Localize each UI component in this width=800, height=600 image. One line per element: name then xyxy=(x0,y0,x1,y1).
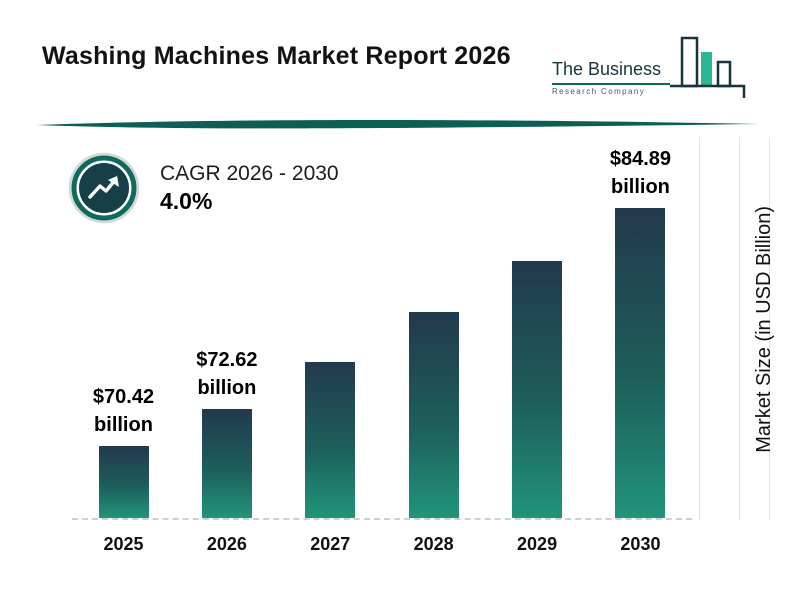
logo-text: The Business Research Company xyxy=(552,59,670,104)
bar-column-2029 xyxy=(486,138,589,518)
logo-underline xyxy=(552,83,670,85)
bar-2025 xyxy=(98,446,149,518)
logo-subname: Research Company xyxy=(552,87,646,96)
bar-value-label: $70.42 billion xyxy=(92,386,155,436)
x-axis-labels: 2025 2026 2027 2028 2029 2030 xyxy=(72,534,692,555)
gridline xyxy=(739,138,740,520)
x-axis-label-2028: 2028 xyxy=(413,534,454,554)
gridline xyxy=(769,138,770,520)
y-axis-title: Market Size (in USD Billion) xyxy=(753,205,775,453)
bar-chart-plot: $70.42 billion $72.62 billion $84.89 billion xyxy=(72,138,692,520)
cagr-label: CAGR 2026 - 2030 xyxy=(160,161,339,185)
bar-2026 xyxy=(201,409,252,518)
bar-value-label: $84.89 billion xyxy=(609,148,672,198)
x-axis-label-2026: 2026 xyxy=(206,534,247,554)
trending-up-icon xyxy=(68,152,140,224)
bar-column-2030: $84.89 billion xyxy=(589,138,692,518)
logo-name: The Business xyxy=(552,59,662,79)
bar-column-2028 xyxy=(382,138,485,518)
cagr-badge: CAGR 2026 - 2030 4.0% xyxy=(68,152,339,224)
bar-2028 xyxy=(408,312,459,518)
gridline xyxy=(699,138,700,520)
cagr-value: 4.0% xyxy=(160,187,213,214)
x-axis-label-2029: 2029 xyxy=(517,534,558,554)
x-axis-label-2030: 2030 xyxy=(620,534,661,554)
bar-2027 xyxy=(305,362,356,518)
bar-2030 xyxy=(615,208,666,518)
bar-value-label: $72.62 billion xyxy=(196,349,258,399)
x-axis-label-2025: 2025 xyxy=(103,534,144,554)
section-divider xyxy=(37,119,759,129)
company-logo: The Business Research Company xyxy=(552,34,748,104)
cagr-texts: CAGR 2026 - 2030 4.0% xyxy=(160,162,339,215)
page-title: Washing Machines Market Report 2026 xyxy=(42,42,511,70)
bar-column-2027 xyxy=(279,138,382,518)
bar-column-2026: $72.62 billion xyxy=(175,138,278,518)
y-axis-title-wrap: Market Size (in USD Billion) xyxy=(753,138,776,520)
bar-column-2025: $70.42 billion xyxy=(72,138,175,518)
logo-bars-icon xyxy=(670,36,746,98)
bar-2029 xyxy=(512,261,563,518)
x-axis-label-2027: 2027 xyxy=(310,534,351,554)
